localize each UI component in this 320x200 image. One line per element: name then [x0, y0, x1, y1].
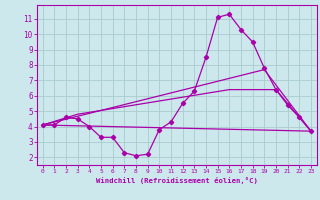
X-axis label: Windchill (Refroidissement éolien,°C): Windchill (Refroidissement éolien,°C) [96, 177, 258, 184]
